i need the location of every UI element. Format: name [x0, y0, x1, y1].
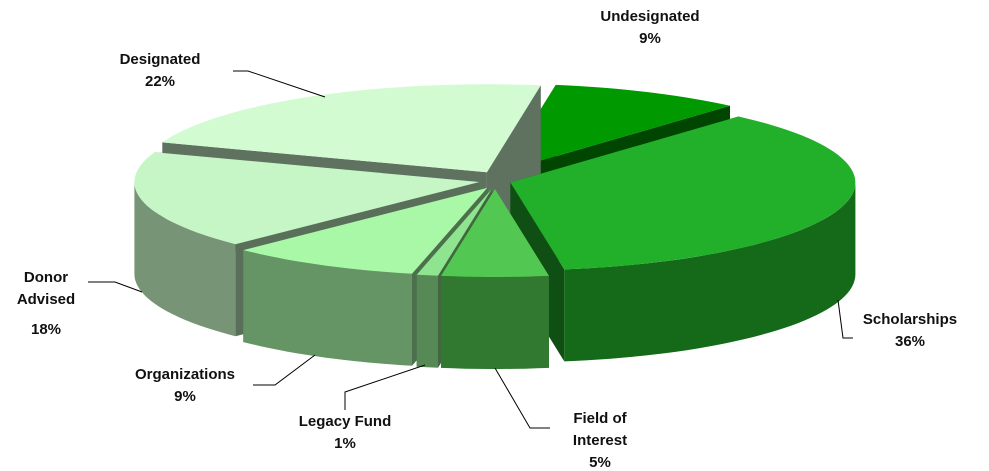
slice-side [416, 274, 438, 368]
category-name: Undesignated [600, 8, 700, 25]
slice [416, 188, 492, 276]
value-label: 18% [30, 321, 62, 338]
slice [134, 152, 480, 245]
category-name: Organizations [134, 366, 235, 383]
value-label: 5% [589, 454, 611, 471]
category-name: Legacy Fund [298, 413, 392, 430]
value-label: 9% [174, 388, 196, 405]
value-label: 22% [144, 73, 176, 90]
category-name: Donor Advised [16, 269, 76, 308]
slice-side [134, 182, 236, 337]
leader-line [88, 281, 143, 293]
slice-label: Undesignated 9% [590, 6, 710, 50]
slice [501, 84, 730, 172]
leader-line [253, 354, 316, 386]
slice-label: Legacy Fund 1% [285, 411, 405, 455]
category-name: Scholarships [862, 311, 958, 328]
slice-side [243, 250, 412, 366]
value-label: 36% [894, 333, 926, 350]
slice [510, 116, 856, 270]
leader-line [494, 367, 550, 429]
leader-line [837, 299, 853, 339]
slice-side [564, 182, 856, 362]
slice [162, 84, 541, 173]
slice-side [441, 275, 549, 369]
category-name: Designated [119, 51, 201, 68]
slice-label: Donor Advised 18% [10, 267, 82, 341]
leader-line [233, 70, 326, 98]
category-name: Field of Interest [572, 410, 628, 449]
value-label: 9% [639, 30, 661, 47]
slice [243, 187, 488, 274]
value-label: 1% [334, 435, 356, 452]
slice-label: Organizations 9% [115, 364, 255, 408]
slice-label: Designated 22% [105, 49, 215, 93]
slice-label: Field of Interest 5% [560, 408, 640, 471]
slice-label: Scholarships 36% [855, 309, 965, 353]
leader-line [344, 364, 426, 410]
slice [441, 189, 549, 277]
